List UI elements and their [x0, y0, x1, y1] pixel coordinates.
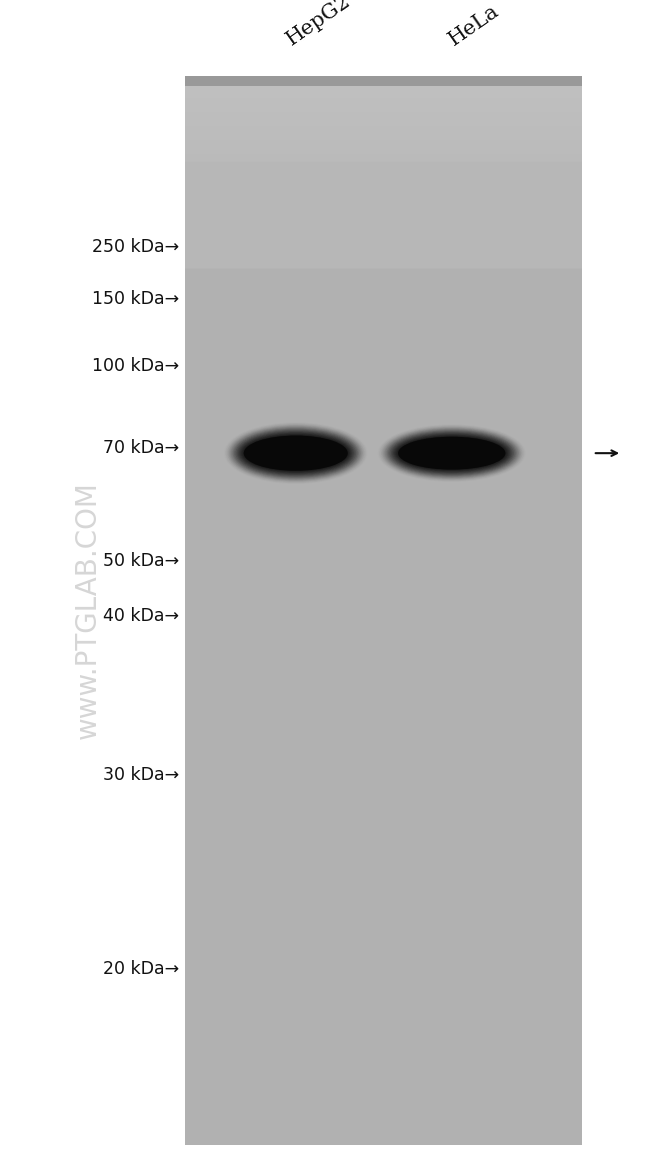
- Ellipse shape: [237, 431, 354, 475]
- Ellipse shape: [395, 434, 509, 472]
- Ellipse shape: [390, 432, 514, 474]
- Text: 50 kDa→: 50 kDa→: [103, 552, 179, 571]
- Ellipse shape: [393, 433, 510, 473]
- Ellipse shape: [240, 433, 352, 473]
- Text: 100 kDa→: 100 kDa→: [92, 357, 179, 376]
- Ellipse shape: [237, 431, 355, 475]
- Ellipse shape: [387, 430, 516, 477]
- Ellipse shape: [387, 430, 517, 477]
- Text: 20 kDa→: 20 kDa→: [103, 959, 179, 978]
- Ellipse shape: [393, 433, 511, 473]
- Ellipse shape: [398, 437, 506, 470]
- Ellipse shape: [244, 436, 348, 471]
- Ellipse shape: [389, 432, 514, 474]
- Ellipse shape: [396, 436, 507, 471]
- Text: 40 kDa→: 40 kDa→: [103, 607, 179, 626]
- Ellipse shape: [392, 433, 512, 473]
- Ellipse shape: [243, 436, 348, 471]
- Text: 150 kDa→: 150 kDa→: [92, 290, 179, 309]
- Ellipse shape: [241, 433, 350, 473]
- Ellipse shape: [396, 436, 508, 471]
- Bar: [185, 76, 582, 86]
- Ellipse shape: [244, 436, 348, 471]
- Ellipse shape: [242, 434, 350, 472]
- Text: 70 kDa→: 70 kDa→: [103, 439, 179, 458]
- Ellipse shape: [239, 432, 352, 474]
- Text: 250 kDa→: 250 kDa→: [92, 237, 179, 256]
- Text: HepG2: HepG2: [283, 0, 354, 49]
- Ellipse shape: [234, 429, 358, 478]
- Ellipse shape: [394, 434, 510, 472]
- Ellipse shape: [233, 429, 358, 478]
- Ellipse shape: [395, 436, 508, 471]
- Text: HeLa: HeLa: [445, 1, 502, 49]
- Text: 30 kDa→: 30 kDa→: [103, 765, 179, 784]
- Ellipse shape: [233, 429, 359, 478]
- Text: www.PTGLAB.COM: www.PTGLAB.COM: [73, 481, 102, 740]
- Ellipse shape: [389, 431, 515, 475]
- Ellipse shape: [391, 432, 512, 474]
- Ellipse shape: [238, 432, 354, 474]
- Ellipse shape: [240, 433, 351, 473]
- Ellipse shape: [397, 437, 506, 470]
- Ellipse shape: [242, 434, 349, 472]
- Ellipse shape: [236, 431, 356, 475]
- Ellipse shape: [235, 430, 356, 477]
- Ellipse shape: [235, 430, 357, 477]
- Ellipse shape: [398, 437, 506, 470]
- Ellipse shape: [388, 431, 515, 475]
